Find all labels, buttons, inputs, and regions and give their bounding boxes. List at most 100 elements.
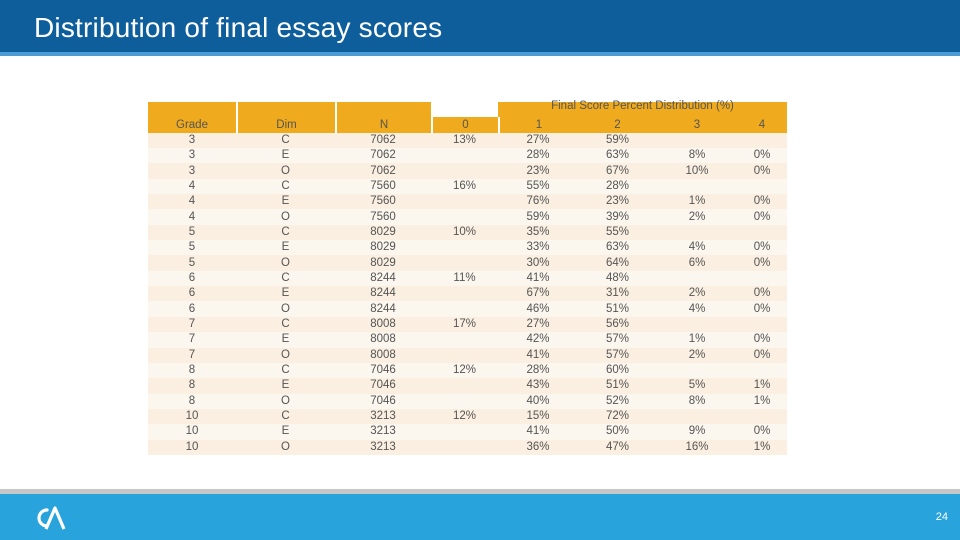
score-0-cell <box>431 240 498 256</box>
table-row: 4 O 7560 59% 39% 2% 0% <box>148 209 787 225</box>
dim-cell: C <box>236 178 335 195</box>
column-header-row: Grade Dim N 0 1 2 3 4 <box>148 117 787 133</box>
table-row: 8 O 7046 40% 52% 8% 1% <box>148 393 787 409</box>
grade-cell: 4 <box>148 209 236 225</box>
score-3-cell <box>657 362 737 379</box>
footer-bar <box>0 494 960 540</box>
score-2-cell: 64% <box>578 255 657 271</box>
score-2-cell: 63% <box>578 148 657 164</box>
score-2-cell: 39% <box>578 209 657 225</box>
score-0-cell <box>431 301 498 317</box>
score-0-cell <box>431 393 498 409</box>
n-cell: 8008 <box>335 316 431 333</box>
grade-cell: 7 <box>148 347 236 363</box>
score-4-cell: 0% <box>737 240 787 256</box>
grade-cell: 8 <box>148 362 236 379</box>
column-header: N <box>335 117 431 133</box>
score-3-cell: 8% <box>657 393 737 409</box>
dim-cell: O <box>236 163 335 179</box>
score-1-cell: 76% <box>498 194 578 210</box>
score-4-cell: 0% <box>737 286 787 302</box>
dim-cell: C <box>236 270 335 287</box>
table-row: 8 C 7046 12% 28% 60% <box>148 362 787 379</box>
score-0-cell <box>431 194 498 210</box>
grade-header-top <box>148 102 236 118</box>
score-4-cell: 0% <box>737 332 787 348</box>
table-row: 3 O 7062 23% 67% 10% 0% <box>148 163 787 179</box>
score-0-cell <box>431 439 498 455</box>
table-row: 5 O 8029 30% 64% 6% 0% <box>148 255 787 271</box>
score-2-cell: 56% <box>578 316 657 333</box>
score-3-cell <box>657 224 737 241</box>
ca-logo-icon <box>37 506 66 530</box>
score-3-cell: 1% <box>657 194 737 210</box>
page-title: Distribution of final essay scores <box>34 12 443 43</box>
dim-cell: E <box>236 286 335 302</box>
table-row: 6 E 8244 67% 31% 2% 0% <box>148 286 787 302</box>
dim-cell: O <box>236 347 335 363</box>
grade-cell: 3 <box>148 163 236 179</box>
n-cell: 7062 <box>335 132 431 149</box>
column-header: 4 <box>737 117 787 133</box>
dim-cell: O <box>236 301 335 317</box>
n-cell: 7062 <box>335 163 431 179</box>
dim-cell: O <box>236 393 335 409</box>
score-4-cell: 0% <box>737 424 787 440</box>
score-3-cell <box>657 270 737 287</box>
score-0-cell <box>431 378 498 394</box>
score-3-cell: 2% <box>657 347 737 363</box>
grade-cell: 3 <box>148 132 236 149</box>
score-1-cell: 28% <box>498 362 578 379</box>
table-row: 7 O 8008 41% 57% 2% 0% <box>148 347 787 363</box>
grade-cell: 3 <box>148 148 236 164</box>
n-cell: 7046 <box>335 378 431 394</box>
dim-cell: E <box>236 240 335 256</box>
score-2-cell: 28% <box>578 178 657 195</box>
grade-cell: 10 <box>148 424 236 440</box>
score-4-cell <box>737 224 787 241</box>
grade-cell: 5 <box>148 240 236 256</box>
dim-cell: O <box>236 255 335 271</box>
header-divider <box>0 52 960 56</box>
score-0-cell <box>431 148 498 164</box>
score-1-cell: 59% <box>498 209 578 225</box>
score-0-cell <box>431 332 498 348</box>
dim-cell: E <box>236 148 335 164</box>
n-cell: 8008 <box>335 332 431 348</box>
score-3-cell: 16% <box>657 439 737 455</box>
score-3-cell: 10% <box>657 163 737 179</box>
score-4-cell: 0% <box>737 163 787 179</box>
dim-cell: E <box>236 194 335 210</box>
footer-divider <box>0 489 960 494</box>
table-row: 5 E 8029 33% 63% 4% 0% <box>148 240 787 256</box>
grade-cell: 8 <box>148 393 236 409</box>
score-0-cell: 12% <box>431 362 498 379</box>
score-4-cell: 1% <box>737 393 787 409</box>
score-1-cell: 40% <box>498 393 578 409</box>
score-distribution-table: Final Score Percent Distribution (%) Gra… <box>148 100 787 455</box>
table-row: 10 E 3213 41% 50% 9% 0% <box>148 424 787 440</box>
n-header-top <box>335 102 431 118</box>
score-2-cell: 63% <box>578 240 657 256</box>
score-0-cell: 16% <box>431 178 498 195</box>
score-1-cell: 36% <box>498 439 578 455</box>
score-1-cell: 41% <box>498 270 578 287</box>
n-cell: 8008 <box>335 347 431 363</box>
dim-cell: C <box>236 362 335 379</box>
table-row: 7 C 8008 17% 27% 56% <box>148 316 787 333</box>
grade-cell: 5 <box>148 224 236 241</box>
score-1-cell: 46% <box>498 301 578 317</box>
grade-cell: 10 <box>148 439 236 455</box>
n-cell: 8244 <box>335 286 431 302</box>
score-2-cell: 23% <box>578 194 657 210</box>
score-3-cell <box>657 316 737 333</box>
score-3-cell: 6% <box>657 255 737 271</box>
score-4-cell: 1% <box>737 378 787 394</box>
score-4-cell: 0% <box>737 148 787 164</box>
n-cell: 3213 <box>335 408 431 425</box>
score-1-cell: 28% <box>498 148 578 164</box>
table-row: 3 C 7062 13% 27% 59% <box>148 132 787 149</box>
score-0-cell <box>431 255 498 271</box>
score-3-cell <box>657 408 737 425</box>
grade-cell: 6 <box>148 270 236 287</box>
